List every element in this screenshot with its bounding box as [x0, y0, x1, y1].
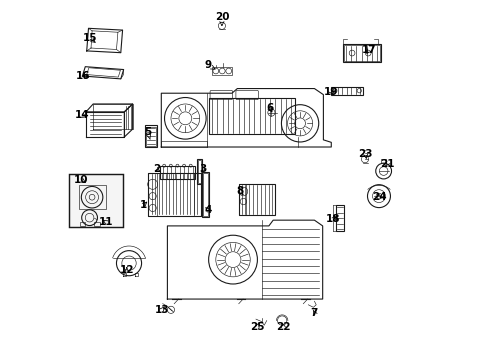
Text: 6: 6	[265, 103, 273, 113]
Text: 13: 13	[155, 305, 169, 315]
Text: 18: 18	[325, 215, 340, 224]
Bar	[239, 184, 274, 215]
Text: 15: 15	[82, 33, 97, 43]
Bar	[198, 160, 201, 183]
Text: 24: 24	[371, 192, 386, 202]
Text: 17: 17	[361, 45, 376, 55]
Text: 1: 1	[140, 200, 147, 210]
Bar	[202, 172, 208, 217]
Text: 12: 12	[120, 265, 134, 275]
Text: 19: 19	[324, 87, 338, 97]
Bar	[239, 184, 245, 215]
Text: 22: 22	[275, 322, 290, 332]
Bar	[69, 174, 122, 227]
Bar	[197, 159, 202, 184]
Bar	[344, 45, 379, 61]
Text: 3: 3	[199, 164, 206, 174]
Text: 2: 2	[153, 164, 160, 174]
Bar	[208, 98, 294, 134]
Bar	[193, 173, 201, 216]
Text: 20: 20	[214, 12, 229, 26]
Text: 8: 8	[236, 186, 243, 197]
Text: 10: 10	[74, 175, 88, 185]
Bar	[336, 205, 344, 231]
Bar	[80, 222, 85, 226]
Bar	[146, 127, 156, 145]
Bar	[160, 166, 195, 179]
Bar	[144, 126, 157, 147]
Bar	[330, 87, 362, 95]
Bar	[79, 185, 105, 210]
Bar	[211, 67, 232, 75]
Text: 7: 7	[310, 308, 318, 318]
Text: 9: 9	[204, 60, 215, 70]
Bar	[94, 222, 100, 226]
Bar	[147, 173, 156, 216]
Text: 11: 11	[99, 217, 113, 227]
Bar	[343, 44, 380, 62]
Text: 5: 5	[144, 127, 151, 139]
Text: 25: 25	[249, 322, 264, 332]
Text: 14: 14	[75, 111, 89, 121]
Text: 23: 23	[358, 149, 372, 159]
Text: 4: 4	[204, 206, 212, 216]
Bar	[147, 173, 201, 216]
Text: 16: 16	[76, 71, 90, 81]
Text: 21: 21	[379, 159, 394, 169]
Bar	[203, 173, 207, 216]
Bar	[381, 159, 385, 163]
